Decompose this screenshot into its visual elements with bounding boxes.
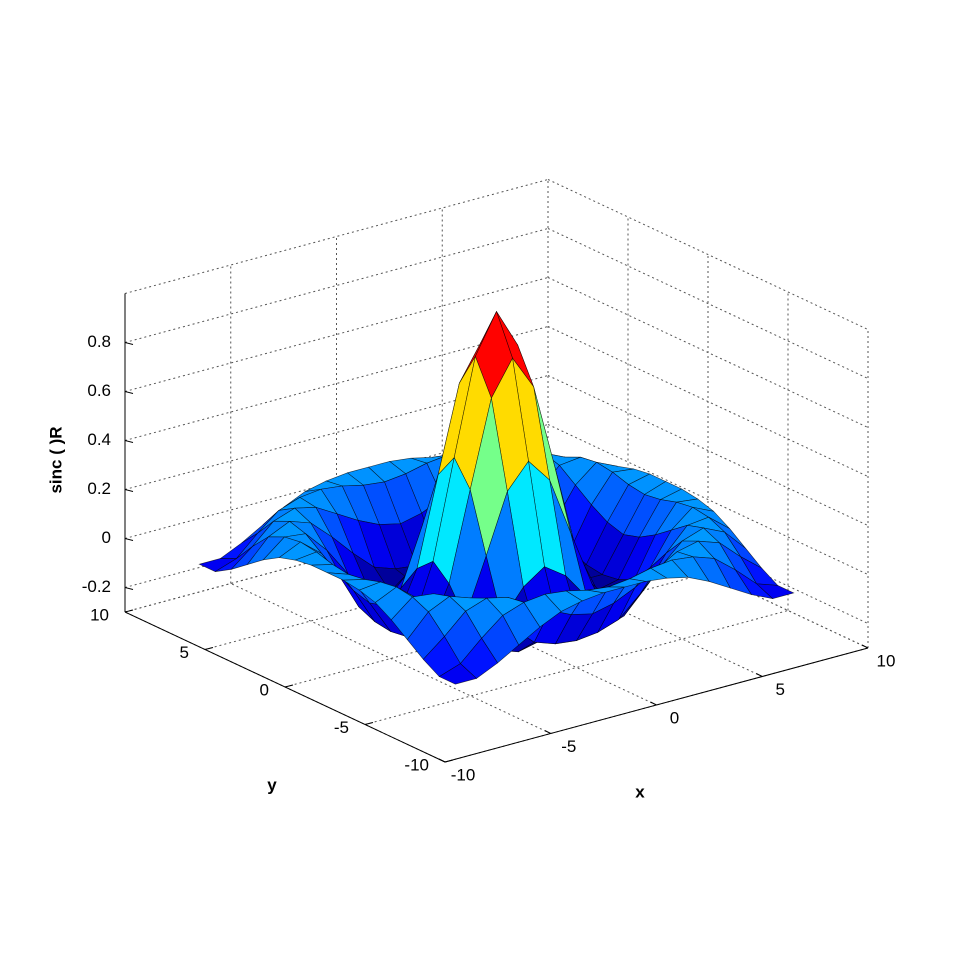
z-tick — [124, 391, 134, 394]
grid-line — [230, 583, 551, 734]
x-tick-label: -10 — [451, 765, 476, 784]
z-tick-label: 0.4 — [87, 430, 111, 449]
y-tick-label: 10 — [90, 605, 109, 624]
grid-line — [547, 228, 869, 379]
grid-line — [364, 610, 789, 725]
grid-line — [547, 424, 869, 575]
x-tick — [544, 730, 551, 734]
y-tick-label: -5 — [334, 718, 349, 737]
y-tick-label: 5 — [180, 643, 189, 662]
y-tick — [124, 609, 134, 613]
y-axis-title: y — [267, 775, 277, 794]
z-tick-label: 0 — [102, 528, 111, 547]
x-tick — [650, 701, 657, 706]
z-tick-label: 0.8 — [87, 332, 111, 351]
z-tick — [124, 440, 134, 443]
grid-line — [547, 375, 869, 526]
z-tick-label: 0.6 — [87, 381, 111, 400]
z-tick-label: 0.2 — [87, 479, 111, 498]
y-tick — [444, 759, 454, 763]
y-tick — [364, 722, 374, 725]
grid-line — [124, 228, 549, 343]
x-tick — [861, 644, 869, 649]
x-tick-label: -5 — [561, 737, 576, 756]
y-tick — [204, 647, 214, 650]
grid-line — [124, 326, 549, 441]
z-tick — [124, 587, 134, 590]
z-tick-label: -0.2 — [82, 577, 111, 596]
surface-patch — [438, 663, 478, 685]
z-tick — [124, 489, 134, 492]
x-axis-title: x — [635, 782, 645, 801]
y-tick — [284, 684, 294, 688]
box-edge — [124, 179, 549, 294]
grid-line — [547, 277, 869, 428]
grid-line — [547, 326, 869, 477]
z-tick — [124, 538, 134, 541]
z-tick — [124, 342, 134, 345]
x-tick-label: 10 — [877, 651, 896, 670]
x-tick — [438, 758, 446, 763]
x-tick — [756, 673, 763, 677]
y-tick-label: -10 — [404, 755, 429, 774]
x-tick-label: 0 — [670, 708, 679, 727]
x-tick-label: 5 — [776, 680, 785, 699]
box-edge — [547, 179, 869, 330]
z-axis-title: sinc ( )R — [46, 426, 65, 493]
grid-line — [124, 277, 549, 392]
y-tick-label: 0 — [260, 680, 269, 699]
